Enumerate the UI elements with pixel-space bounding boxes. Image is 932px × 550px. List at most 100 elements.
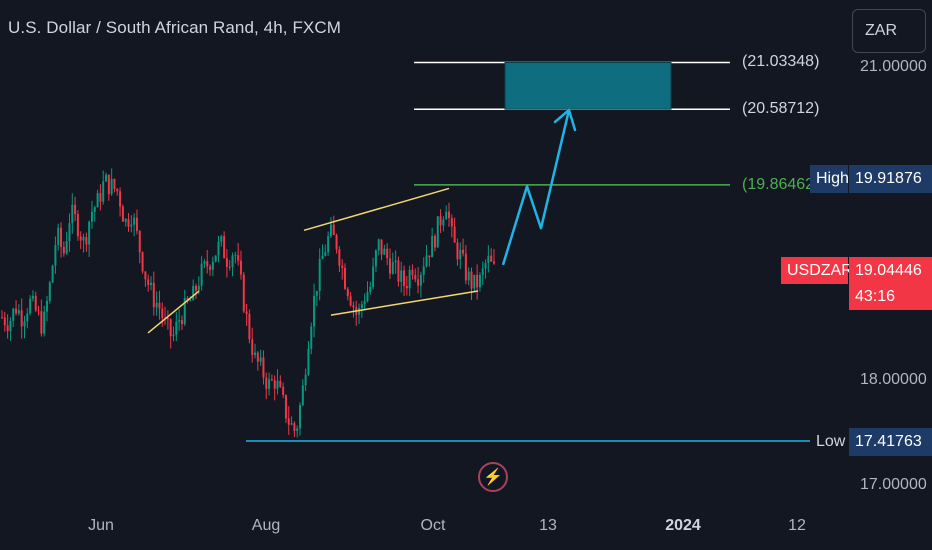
candle-body — [448, 211, 451, 219]
x-tick-12: 12 — [788, 517, 806, 534]
candle-body — [321, 255, 324, 259]
candle-body — [15, 308, 18, 314]
candle-body — [422, 266, 425, 275]
candle-body — [57, 227, 60, 246]
candle-body — [313, 295, 316, 327]
candle-body — [189, 300, 192, 302]
candle-body — [493, 261, 495, 264]
candle-body — [183, 298, 186, 325]
candle-body — [3, 317, 6, 326]
candle-body — [254, 352, 257, 355]
candle-body — [405, 286, 408, 289]
y-tick-17: 17.00000 — [860, 476, 927, 493]
candle-body — [105, 174, 108, 182]
candle-body — [276, 380, 279, 389]
currency-button[interactable]: ZAR — [852, 9, 926, 53]
lightning-icon[interactable]: ⚡ — [478, 462, 508, 492]
candle-body — [456, 242, 459, 260]
candle-body — [369, 286, 372, 293]
candle-body — [417, 279, 420, 286]
candle-body — [380, 239, 383, 255]
candle-body — [29, 298, 32, 314]
candle-body — [377, 239, 380, 251]
chart-title: U.S. Dollar / South African Rand, 4h, FX… — [8, 18, 342, 37]
candle-body — [318, 258, 321, 291]
candle-body — [88, 221, 91, 245]
candle-body — [383, 248, 386, 255]
candle-body — [388, 258, 391, 274]
candle-body — [467, 271, 470, 281]
candle-body — [74, 204, 77, 215]
candle-body — [133, 217, 136, 225]
candle-body — [223, 236, 226, 259]
candle-body — [341, 265, 344, 268]
candle-body — [62, 246, 65, 254]
candle-body — [349, 296, 352, 306]
candle-body — [76, 214, 79, 237]
candle-body — [110, 178, 113, 195]
candle-body — [68, 223, 71, 242]
candle-body — [116, 188, 119, 192]
candle-body — [48, 282, 51, 301]
candle-body — [425, 255, 428, 267]
candle-body — [34, 295, 37, 311]
candle-body — [65, 241, 68, 254]
trendline-may — [147, 290, 200, 334]
candle-body — [127, 219, 130, 227]
high-value-tag: 19.91876 — [849, 165, 932, 193]
candle-body — [6, 325, 9, 332]
candle-body — [175, 321, 178, 335]
candle-body — [85, 237, 88, 245]
projection-path — [501, 109, 571, 266]
candle-body — [360, 304, 363, 308]
candle-body — [43, 311, 46, 334]
candle-body — [228, 266, 231, 268]
candle-body — [299, 405, 302, 429]
candle-body — [206, 261, 209, 267]
candle-body — [242, 274, 245, 312]
candle-body — [265, 377, 268, 389]
candle-body — [450, 218, 453, 227]
candle-body — [144, 271, 147, 280]
candle-body — [166, 318, 169, 320]
candle-body — [234, 254, 237, 256]
candle-body — [304, 374, 307, 386]
candle-body — [442, 219, 445, 226]
candle-body — [178, 320, 181, 322]
candle-body — [220, 236, 223, 242]
candle-body — [150, 282, 153, 285]
candle-body — [107, 174, 110, 195]
candle-body — [40, 311, 43, 334]
candle-body — [408, 269, 411, 289]
candle-body — [301, 385, 304, 406]
level-label-21-03: (21.03348) — [742, 53, 820, 70]
y-tick-21: 21.00000 — [860, 58, 927, 75]
channel-upper-line — [303, 187, 450, 232]
candle-body — [403, 270, 406, 287]
candle-body — [102, 181, 105, 202]
candle-body — [231, 255, 234, 268]
candle-body — [12, 308, 15, 321]
candle-body — [124, 219, 127, 222]
x-tick-jun: Jun — [88, 517, 114, 534]
projection-arrowhead — [553, 108, 577, 132]
candle-body — [431, 235, 434, 258]
candle-body — [96, 193, 99, 208]
candle-body — [93, 207, 96, 212]
candle-body — [419, 274, 422, 286]
candle-body — [203, 261, 206, 264]
candle-body — [209, 266, 212, 270]
candle-body — [462, 249, 465, 254]
candle-body — [352, 305, 355, 308]
candle-body — [473, 274, 476, 289]
candle-body — [414, 274, 417, 280]
candle-body — [290, 423, 293, 425]
candles-layer — [1, 168, 495, 438]
candle-body — [121, 206, 124, 222]
candle-body — [135, 217, 138, 232]
x-tick-aug: Aug — [251, 517, 281, 534]
candle-body — [141, 252, 144, 272]
low-label-tag: Low — [810, 428, 848, 456]
candle-body — [490, 255, 493, 262]
